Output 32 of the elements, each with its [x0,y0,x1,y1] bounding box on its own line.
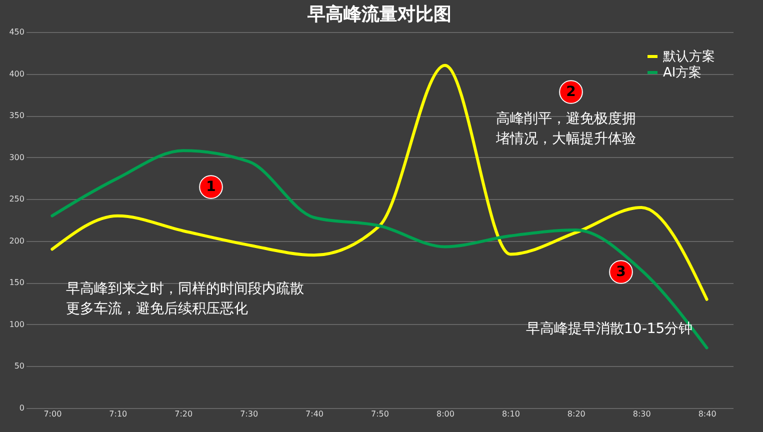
x-tick-label: 7:30 [240,410,258,418]
y-tick-label: 350 [9,111,24,120]
y-tick-label: 200 [9,236,24,246]
x-tick-label: 7:50 [371,410,389,418]
y-tick-label: 150 [9,278,24,288]
line-series [50,149,708,350]
y-tick-label: 100 [9,320,24,329]
x-tick-label: 8:20 [567,410,586,418]
annotation: 高峰削平，避免极度拥堵情况，大幅提升体验 [495,111,636,147]
annotation: 早高峰提早消散10-15分钟 [526,321,693,337]
y-tick-label: 300 [9,152,24,162]
annotation: 早高峰到来之时，同样的时间段内疏散更多车流，避免后续积压恶化 [66,281,304,317]
chart-title: 早高峰流量对比图 [306,4,452,25]
y-tick-label: 450 [9,28,24,36]
y-tick-label: 0 [19,404,24,412]
legend-label: AI方案 [663,64,702,80]
x-tick-label: 7:10 [109,410,128,418]
annotation: 3 [616,264,626,280]
legend-label: 默认方案 [662,48,715,64]
x-tick-label: 7:00 [44,410,62,418]
y-tick-label: 50 [14,362,24,371]
annotation: 2 [566,84,576,100]
x-tick-label: 8:00 [436,410,454,418]
x-tick-label: 7:40 [306,410,324,418]
x-tick-label: 8:40 [698,410,716,418]
y-tick-label: 400 [9,69,24,78]
annotation: 1 [206,179,216,195]
x-tick-label: 8:10 [502,410,520,418]
line-series [50,64,708,301]
x-tick-label: 8:30 [632,410,651,418]
y-tick-label: 250 [9,194,24,204]
x-tick-label: 7:20 [174,410,193,418]
